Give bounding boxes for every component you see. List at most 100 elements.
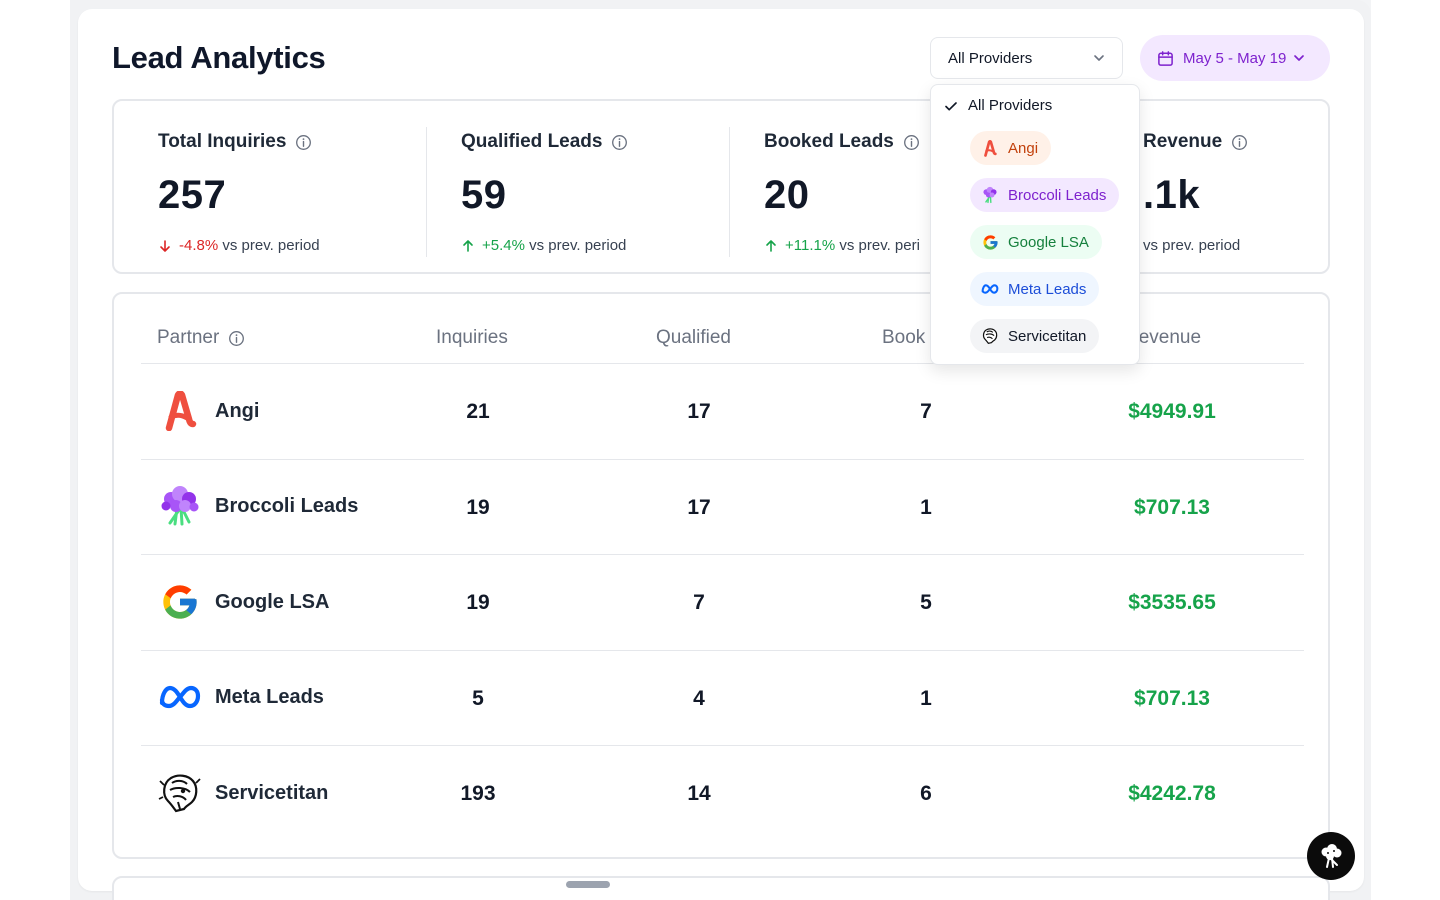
info-icon[interactable] (1231, 134, 1248, 151)
revenue-cell: $707.13 (1134, 687, 1210, 710)
stat-label: Qualified Leads (461, 131, 603, 152)
meta-logo-icon (981, 280, 999, 298)
info-icon[interactable] (228, 330, 245, 347)
broccoli-logo-icon (157, 483, 203, 529)
stat-value: 20 (764, 173, 810, 217)
column-header-label: Partner (157, 327, 220, 348)
calendar-icon (1158, 50, 1173, 66)
revenue-cell: $4242.78 (1128, 782, 1216, 805)
chat-launcher-button[interactable] (1307, 832, 1355, 880)
scroll-handle[interactable] (566, 881, 610, 888)
right-margin (1371, 0, 1440, 900)
booked-cell: 5 (920, 591, 932, 614)
qualified-cell: 17 (687, 400, 711, 423)
servicetitan-logo-icon (981, 327, 999, 345)
dropdown-option-google-lsa[interactable]: Google LSA (970, 225, 1102, 259)
stat-delta-suffix: vs prev. peri (839, 237, 920, 254)
revenue-cell: $3535.65 (1128, 591, 1216, 614)
servicetitan-logo-icon (157, 770, 203, 816)
column-header-partner[interactable]: Partner (157, 327, 245, 349)
info-icon[interactable] (295, 134, 312, 151)
partner-name: Google LSA (215, 590, 330, 613)
stat-delta-suffix: vs prev. period (222, 237, 320, 254)
column-header-booked[interactable]: Book (882, 327, 926, 348)
partner-name: Servicetitan (215, 781, 329, 804)
stat-delta-value: -4.8% (179, 237, 219, 254)
stats-summary-card: Total Inquiries 257 -4.8% vs prev. perio… (112, 99, 1330, 274)
qualified-cell: 17 (687, 496, 711, 519)
qualified-cell: 7 (693, 591, 705, 614)
provider-filter-value: All Providers (948, 49, 1033, 67)
stat-value: 257 (158, 173, 227, 217)
column-header-inquiries[interactable]: Inquiries (436, 327, 508, 348)
chevron-down-icon (1294, 55, 1304, 61)
qualified-cell: 4 (693, 687, 705, 710)
left-margin (0, 0, 70, 900)
dropdown-option-angi[interactable]: Angi (970, 131, 1052, 165)
inquiries-cell: 193 (460, 782, 496, 805)
column-header-qualified[interactable]: Qualified (656, 327, 731, 348)
dropdown-option-meta-leads[interactable]: Meta Leads (970, 272, 1100, 306)
angi-logo-icon (981, 139, 999, 157)
inquiries-cell: 19 (466, 496, 490, 519)
row-divider (141, 650, 1304, 651)
partner-name: Angi (215, 399, 260, 422)
info-icon[interactable] (611, 134, 628, 151)
dropdown-option-label: All Providers (968, 97, 1053, 114)
stat-value: .1k (1143, 173, 1201, 217)
date-range-label: May 5 - May 19 (1183, 49, 1287, 67)
broccoli-logo-icon (981, 186, 999, 204)
revenue-cell: $4949.91 (1128, 400, 1216, 423)
row-divider (141, 363, 1304, 364)
date-range-button[interactable]: May 5 - May 19 (1140, 35, 1330, 81)
stat-value: 59 (461, 173, 507, 217)
dropdown-option-label: Servicetitan (1008, 327, 1087, 345)
arrow-down-icon (160, 239, 170, 252)
stat-divider (729, 127, 730, 257)
dropdown-option-label: Broccoli Leads (1008, 186, 1107, 204)
broccoli-logo-icon (1321, 844, 1342, 868)
stat-divider (426, 127, 427, 257)
dropdown-option-all-providers[interactable]: All Providers (943, 97, 1052, 114)
arrow-up-icon (766, 239, 776, 252)
revenue-cell: $707.13 (1134, 496, 1210, 519)
stat-delta-value: +5.4% (482, 237, 525, 254)
next-card-edge (112, 876, 1330, 900)
row-divider (141, 745, 1304, 746)
partner-name: Meta Leads (215, 685, 324, 708)
dropdown-option-broccoli-leads[interactable]: Broccoli Leads (970, 178, 1120, 212)
partner-table-card: Partner Inquiries Qualified Book Revenue… (112, 292, 1330, 859)
provider-dropdown-menu: All Providers Angi Broccoli Leads Google… (930, 84, 1140, 365)
stat-delta-value: +11.1% (785, 237, 836, 254)
row-divider (141, 554, 1304, 555)
inquiries-cell: 5 (472, 687, 484, 710)
angi-logo-icon (157, 388, 203, 434)
dropdown-option-label: Angi (1008, 139, 1039, 157)
booked-cell: 1 (920, 496, 932, 519)
meta-logo-icon (157, 674, 203, 720)
chevron-down-icon (1094, 55, 1104, 61)
booked-cell: 6 (920, 782, 932, 805)
partner-name: Broccoli Leads (215, 494, 359, 517)
dropdown-option-servicetitan[interactable]: Servicetitan (970, 319, 1100, 353)
inquiries-cell: 21 (466, 400, 490, 423)
provider-filter-select[interactable]: All Providers (930, 37, 1123, 79)
arrow-up-icon (463, 239, 473, 252)
stat-label: Total Inquiries (158, 131, 287, 152)
stat-delta-suffix: vs prev. period (529, 237, 627, 254)
stat-label: Booked Leads (764, 131, 894, 152)
row-divider (141, 459, 1304, 460)
dropdown-option-label: Meta Leads (1008, 280, 1087, 298)
dropdown-option-label: Google LSA (1008, 233, 1089, 251)
booked-cell: 1 (920, 687, 932, 710)
google-logo-icon (157, 579, 203, 625)
stat-label: Revenue (1143, 131, 1223, 152)
booked-cell: 7 (920, 400, 932, 423)
stat-delta-suffix: vs prev. period (1143, 237, 1241, 254)
info-icon[interactable] (903, 134, 920, 151)
inquiries-cell: 19 (466, 591, 490, 614)
qualified-cell: 14 (687, 782, 711, 805)
google-logo-icon (981, 233, 999, 251)
column-header-revenue[interactable]: Revenue (1125, 327, 1202, 348)
check-icon (945, 101, 957, 111)
